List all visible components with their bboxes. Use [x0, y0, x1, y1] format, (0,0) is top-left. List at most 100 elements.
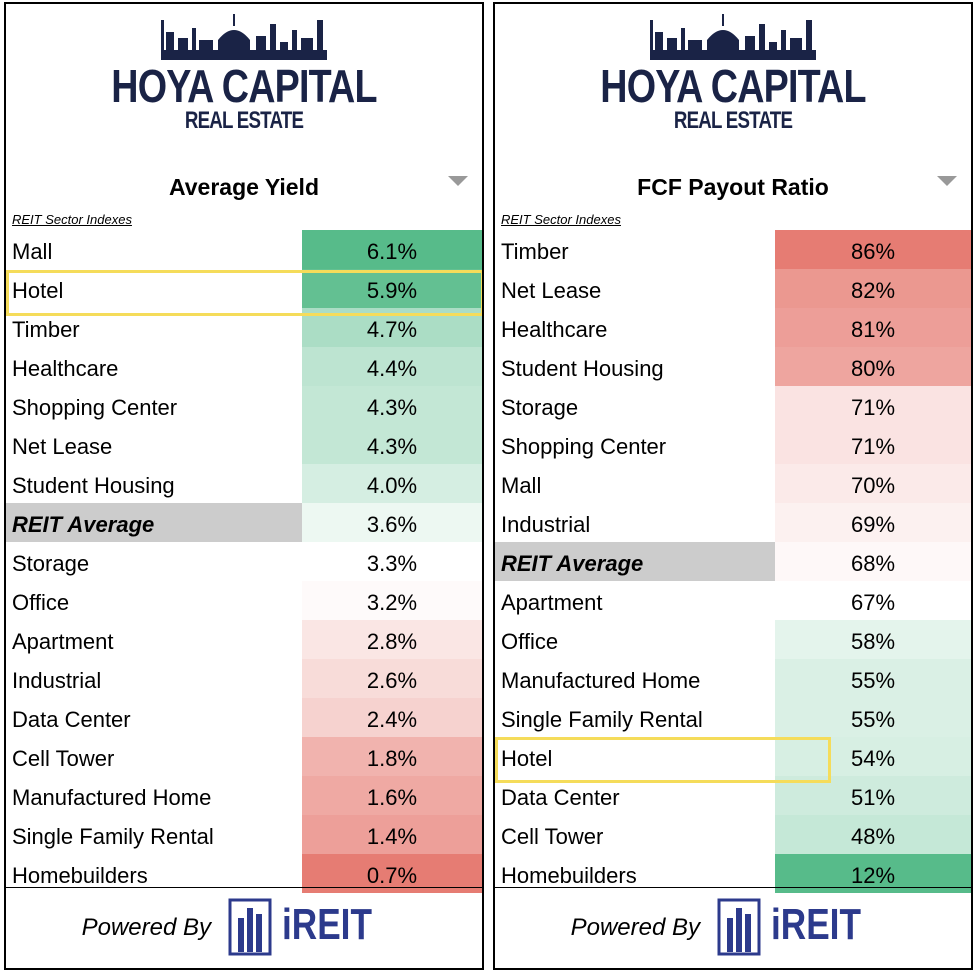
sector-value: 81%: [775, 308, 971, 347]
fcf-payout-panel: HOYA CAPITAL REAL ESTATE FCF Payout Rati…: [493, 2, 973, 970]
dropdown-caret-icon[interactable]: [448, 176, 468, 186]
panel-title: FCF Payout Ratio: [637, 174, 829, 200]
table-row: Shopping Center 4.3%: [6, 386, 482, 425]
sector-value: 1.4%: [302, 815, 482, 854]
footer: Powered By iREIT: [495, 887, 971, 968]
table-row: Data Center 2.4%: [6, 698, 482, 737]
table-row: Homebuilders 0.7%: [6, 854, 482, 893]
table-row: Net Lease 4.3%: [6, 425, 482, 464]
sector-value: 2.4%: [302, 698, 482, 737]
sector-name: REIT Average: [6, 503, 302, 542]
table-row: Hotel 54%: [495, 737, 971, 776]
sector-name: Student Housing: [501, 356, 664, 381]
table-row: Healthcare 4.4%: [6, 347, 482, 386]
sector-value: 6.1%: [302, 230, 482, 269]
brand-name: HOYA CAPITAL: [600, 60, 866, 112]
sector-value: 68%: [775, 542, 971, 581]
sector-name: Storage: [12, 551, 90, 576]
brand-tagline: REAL ESTATE: [184, 107, 304, 134]
panel-subtitle: REIT Sector Indexes: [501, 212, 621, 227]
table-row: Industrial 69%: [495, 503, 971, 542]
sector-table: Mall 6.1% Hotel 5.9% Timber 4.7% Healthcare 4.4…: [6, 230, 482, 893]
sector-value: 86%: [775, 230, 971, 269]
table-row: Mall 6.1%: [6, 230, 482, 269]
table-row: Single Family Rental 55%: [495, 698, 971, 737]
sector-name: Net Lease: [501, 278, 602, 303]
sector-value: 4.3%: [302, 425, 482, 464]
sector-value: 82%: [775, 269, 971, 308]
sector-name: Cell Tower: [12, 746, 115, 771]
sector-value: 12%: [775, 854, 971, 893]
sector-value: 55%: [775, 659, 971, 698]
table-row: Hotel 5.9%: [6, 269, 482, 308]
sector-name: Single Family Rental: [12, 824, 214, 849]
sector-value: 71%: [775, 386, 971, 425]
table-row: Manufactured Home 1.6%: [6, 776, 482, 815]
sector-name: Data Center: [501, 785, 620, 810]
sector-table: Timber 86% Net Lease 82% Healthcare 81% Studen…: [495, 230, 971, 893]
panel-subtitle: REIT Sector Indexes: [12, 212, 132, 227]
sector-value: 70%: [775, 464, 971, 503]
sector-name: Student Housing: [12, 473, 175, 498]
sector-name: Hotel: [501, 746, 553, 771]
sector-name: Manufactured Home: [12, 785, 212, 810]
table-row: Manufactured Home 55%: [495, 659, 971, 698]
skyline-logo-icon: [650, 14, 816, 60]
sector-name: Apartment: [12, 629, 114, 654]
sector-name: Mall: [501, 473, 542, 498]
sector-value: 58%: [775, 620, 971, 659]
sector-value: 71%: [775, 425, 971, 464]
sector-name: Net Lease: [12, 434, 113, 459]
sector-name: Shopping Center: [501, 434, 667, 459]
sector-value: 0.7%: [302, 854, 482, 893]
brand-name: HOYA CAPITAL: [111, 60, 377, 112]
table-row: REIT Average 68%: [495, 542, 971, 581]
table-row: Apartment 2.8%: [6, 620, 482, 659]
sector-name: Healthcare: [501, 317, 608, 342]
sector-value: 51%: [775, 776, 971, 815]
sector-value: 2.8%: [302, 620, 482, 659]
dropdown-caret-icon[interactable]: [937, 176, 957, 186]
sector-name: REIT Average: [495, 542, 775, 581]
footer: Powered By iREIT: [6, 887, 482, 968]
sector-name: Data Center: [12, 707, 131, 732]
sector-value: 3.6%: [302, 503, 482, 542]
table-row: Student Housing 80%: [495, 347, 971, 386]
sector-name: Industrial: [501, 512, 591, 537]
sector-name: Shopping Center: [12, 395, 178, 420]
panel-title: Average Yield: [168, 174, 319, 200]
table-row: Shopping Center 71%: [495, 425, 971, 464]
table-row: Timber 4.7%: [6, 308, 482, 347]
ireit-building-icon: [717, 898, 761, 956]
sector-name: Storage: [501, 395, 579, 420]
sector-value: 1.6%: [302, 776, 482, 815]
ireit-building-icon: [228, 898, 272, 956]
table-row: Cell Tower 48%: [495, 815, 971, 854]
table-row: Single Family Rental 1.4%: [6, 815, 482, 854]
table-row: Data Center 51%: [495, 776, 971, 815]
sector-name: Mall: [12, 239, 53, 264]
sector-name: Timber: [501, 239, 569, 264]
sector-name: Homebuilders: [12, 863, 148, 888]
sector-value: 48%: [775, 815, 971, 854]
average-yield-panel: HOYA CAPITAL REAL ESTATE Average Yield R…: [4, 2, 484, 970]
sector-name: Industrial: [12, 668, 102, 693]
skyline-logo-icon: [161, 14, 327, 60]
sector-name: Cell Tower: [501, 824, 604, 849]
table-row: Student Housing 4.0%: [6, 464, 482, 503]
sector-name: Hotel: [12, 278, 64, 303]
sector-name: Manufactured Home: [501, 668, 701, 693]
table-row: Timber 86%: [495, 230, 971, 269]
sector-value: 4.7%: [302, 308, 482, 347]
sector-name: Single Family Rental: [501, 707, 703, 732]
sector-value: 80%: [775, 347, 971, 386]
sector-value: 4.3%: [302, 386, 482, 425]
table-row: Office 3.2%: [6, 581, 482, 620]
table-row: Cell Tower 1.8%: [6, 737, 482, 776]
table-row: Storage 3.3%: [6, 542, 482, 581]
ireit-logo-text: iREIT: [771, 900, 861, 949]
table-row: Homebuilders 12%: [495, 854, 971, 893]
sector-value: 5.9%: [302, 269, 482, 308]
table-row: Office 58%: [495, 620, 971, 659]
sector-value: 55%: [775, 698, 971, 737]
